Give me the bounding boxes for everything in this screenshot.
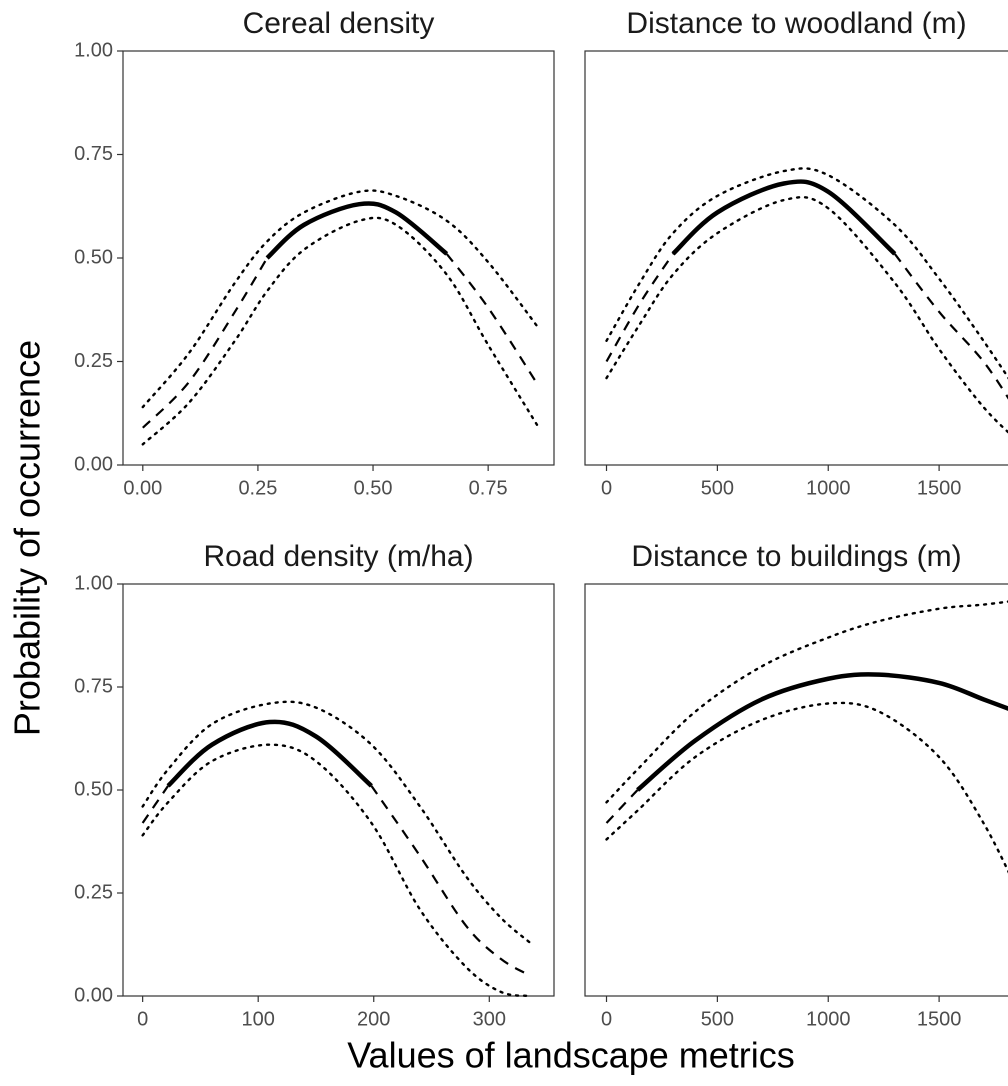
plot-area bbox=[141, 189, 541, 446]
plot-area bbox=[605, 167, 1008, 434]
series-line bbox=[671, 179, 897, 256]
series-line bbox=[142, 253, 540, 429]
y-tick-label: 0.50 bbox=[74, 246, 113, 268]
series-line bbox=[265, 201, 449, 260]
panel-border bbox=[122, 583, 555, 997]
x-tick-label: 300 bbox=[473, 1008, 506, 1030]
series-line bbox=[605, 253, 1008, 400]
series-line bbox=[141, 785, 531, 977]
x-tick-label: 100 bbox=[242, 1008, 275, 1030]
x-tick-label: 0 bbox=[137, 1008, 148, 1030]
plot-area bbox=[141, 700, 531, 998]
x-tick-label: 500 bbox=[701, 1008, 734, 1030]
y-axis-label: Probability of occurrence bbox=[7, 340, 48, 736]
panel-border bbox=[122, 50, 555, 466]
series-line bbox=[141, 216, 541, 446]
x-tick-label: 0.25 bbox=[238, 477, 277, 499]
panel-title: Road density (m/ha) bbox=[203, 540, 473, 573]
y-tick-label: 0.25 bbox=[74, 350, 113, 372]
y-tick-label: 0.75 bbox=[74, 143, 113, 165]
x-tick-label: 200 bbox=[357, 1008, 390, 1030]
series-line bbox=[605, 196, 1008, 434]
x-axis-label: Values of landscape metrics bbox=[347, 1035, 795, 1076]
series-line bbox=[141, 700, 531, 944]
y-tick-label: 0.25 bbox=[74, 881, 113, 903]
plot-area bbox=[605, 600, 1008, 874]
x-tick-label: 1000 bbox=[806, 1008, 851, 1030]
series-line bbox=[636, 672, 1008, 792]
x-tick-label: 0 bbox=[601, 1008, 612, 1030]
panel-border bbox=[584, 50, 1008, 466]
x-tick-label: 0.75 bbox=[469, 477, 508, 499]
x-tick-label: 0.50 bbox=[354, 477, 393, 499]
x-tick-label: 1500 bbox=[917, 1008, 962, 1030]
panel-border bbox=[584, 583, 1008, 997]
y-tick-label: 0.50 bbox=[74, 778, 113, 800]
x-tick-label: 500 bbox=[701, 477, 734, 499]
x-tick-label: 0 bbox=[601, 477, 612, 499]
series-line bbox=[141, 189, 541, 409]
panel-title: Cereal density bbox=[243, 7, 435, 40]
x-tick-label: 1000 bbox=[806, 477, 851, 499]
panel-title: Distance to woodland (m) bbox=[626, 7, 966, 40]
series-line bbox=[605, 789, 639, 824]
series-line bbox=[605, 701, 1008, 874]
y-tick-label: 0.00 bbox=[74, 453, 113, 475]
series-line bbox=[141, 743, 531, 998]
y-tick-label: 1.00 bbox=[74, 572, 113, 594]
y-tick-label: 1.00 bbox=[74, 39, 113, 61]
series-line bbox=[605, 600, 1008, 804]
x-tick-label: 0.00 bbox=[123, 477, 162, 499]
y-tick-label: 0.00 bbox=[74, 984, 113, 1006]
x-tick-label: 1500 bbox=[917, 477, 962, 499]
series-line bbox=[166, 719, 373, 788]
panel-title: Distance to buildings (m) bbox=[631, 540, 961, 573]
series-line bbox=[605, 167, 1008, 380]
y-tick-label: 0.75 bbox=[74, 675, 113, 697]
